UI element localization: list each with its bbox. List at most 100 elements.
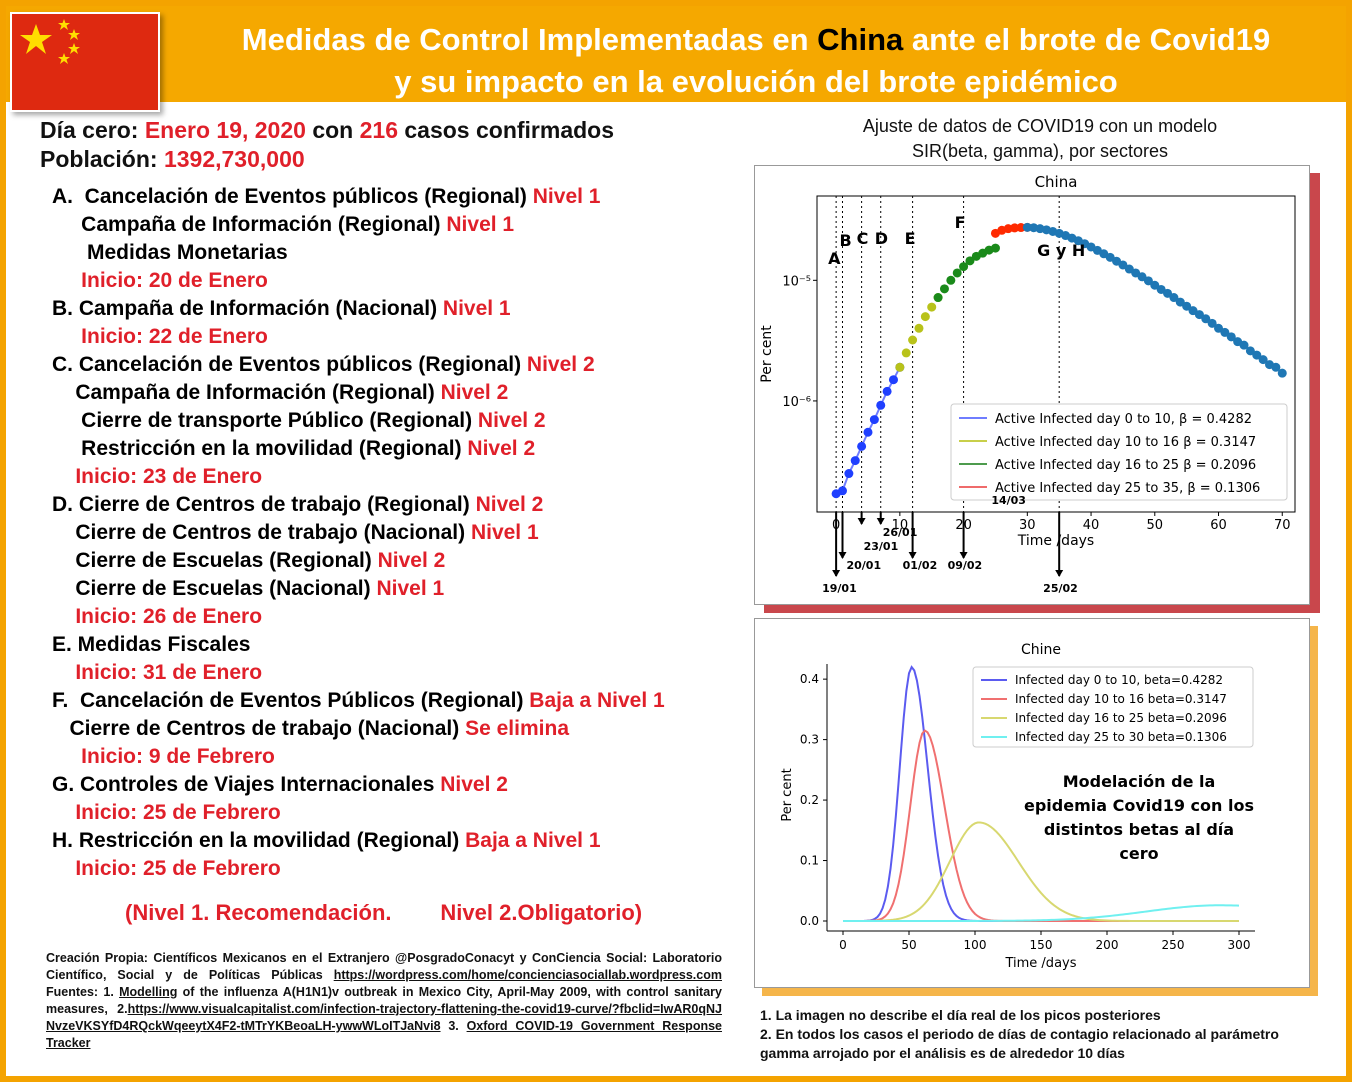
data-point (952, 268, 962, 278)
data-point (1137, 272, 1147, 282)
data-point (1016, 223, 1026, 233)
date-label: 26/01 (883, 526, 918, 539)
legend-entry: Infected day 16 to 25 beta=0.2096 (1015, 711, 1227, 725)
measure-line: Campaña de Información (Regional) Nivel … (52, 213, 515, 236)
date-label: 23/01 (864, 540, 899, 553)
plot-area (816, 195, 1296, 513)
data-point (844, 469, 854, 479)
y-tick-label: 0.3 (800, 733, 819, 747)
legend-entry: Infected day 25 to 30 beta=0.1306 (1015, 730, 1227, 744)
measure-line: Inicio: 31 de Enero (52, 661, 263, 684)
x-axis-label: Time /days (1017, 533, 1094, 549)
link-modelling[interactable]: Modelling (119, 985, 178, 999)
data-point (959, 262, 969, 272)
data-point (939, 284, 949, 294)
measure-line: A. Cancelación de Eventos públicos (Regi… (52, 185, 601, 208)
y-tick-label: 0.1 (800, 854, 819, 868)
marker-label: C (857, 229, 869, 248)
data-point (1207, 318, 1217, 328)
data-point (1220, 327, 1230, 337)
measure-line: Inicio: 9 de Febrero (52, 745, 275, 768)
x-tick-label: 150 (1030, 938, 1053, 952)
footnote-1: 1. La imagen no describe el día real de … (760, 1007, 1161, 1023)
date-arrowhead (832, 570, 841, 577)
data-point (1201, 314, 1211, 324)
data-point (1010, 223, 1020, 233)
data-point (1194, 310, 1204, 320)
flag-stars-icon (20, 19, 80, 64)
data-point (863, 427, 873, 437)
legend-entry: Active Infected day 0 to 10, β = 0.4282 (995, 412, 1252, 427)
date-arrowhead (876, 518, 885, 525)
legend-entry: Active Infected day 16 to 25 β = 0.2096 (995, 458, 1256, 473)
nivel-legend: (Nivel 1. Recomendación. Nivel 2.Obligat… (125, 900, 643, 925)
link-concienciasocial[interactable]: https://wordpress.com/home/concienciasoc… (333, 968, 722, 982)
data-point (1239, 340, 1249, 350)
footnote-2: 2. En todos los casos el periodo de días… (760, 1026, 1279, 1061)
data-point (1226, 332, 1236, 342)
legend-box (972, 666, 1254, 748)
footnotes: 1. La imagen no describe el día real de … (760, 1006, 1320, 1063)
y-tick-label: 0.4 (800, 672, 819, 686)
data-point (876, 400, 886, 410)
y-tick-label: 10⁻⁵ (782, 274, 811, 289)
chart-title: Chine (1021, 642, 1061, 658)
legend-entry: Infected day 10 to 16 beta=0.3147 (1015, 692, 1227, 706)
model-curve (843, 904, 1240, 922)
x-tick-label: 300 (1228, 938, 1251, 952)
data-point (1252, 350, 1262, 360)
data-point (901, 348, 911, 358)
marker-label: E (905, 229, 916, 248)
data-point (1169, 293, 1179, 303)
measure-line: Inicio: 20 de Enero (52, 269, 268, 292)
data-point (857, 441, 867, 451)
measure-line: Inicio: 25 de Febrero (52, 801, 281, 824)
chart-caption: Ajuste de datos de COVID19 con un modelo… (862, 116, 1218, 161)
link-visualcapitalist[interactable]: https://www.visualcapitalist.com/infecti… (46, 1002, 722, 1033)
marker-label: A (828, 249, 841, 268)
data-point (882, 386, 892, 396)
measure-line: E. Medidas Fiscales (52, 633, 251, 656)
title-banner: Medidas de Control Implementadas en Chin… (6, 6, 1346, 102)
measure-line: Cierre de Escuelas (Nacional) Nivel 1 (52, 577, 445, 600)
link-oxford-tracker[interactable]: Oxford COVID-19 Government Response Trac… (46, 1019, 722, 1050)
data-point (908, 335, 918, 345)
x-tick-label: 70 (1274, 518, 1291, 533)
data-point (933, 293, 943, 303)
legend-box (950, 403, 1288, 501)
date-label: 25/02 (1043, 582, 1078, 595)
model-curve (842, 821, 1239, 922)
data-point (1150, 280, 1160, 290)
x-tick-label: 100 (964, 938, 987, 952)
china-flag (10, 12, 160, 112)
measure-line: D. Cierre de Centros de trabajo (Regiona… (52, 493, 544, 516)
data-point (1118, 260, 1128, 270)
data-point (990, 243, 1000, 253)
measure-line: Cierre de Centros de trabajo (Nacional) … (52, 717, 570, 740)
measure-line: Medidas Monetarias (52, 241, 288, 264)
x-tick-label: 50 (1147, 518, 1164, 533)
data-point (869, 415, 879, 425)
title-line-2: y su impacto en la evolución del brote e… (394, 64, 1118, 99)
dia-cero-line: Día cero: Enero 19, 2020 con 216 casos c… (40, 117, 615, 143)
data-point (1277, 368, 1287, 378)
x-tick-label: 10 (892, 518, 909, 533)
annotation-line: epidemia Covid19 con los (1024, 796, 1254, 815)
measure-line: Cierre de transporte Público (Regional) … (52, 409, 546, 432)
measure-line: Cierre de Escuelas (Regional) Nivel 2 (52, 549, 446, 572)
marker-label: F (955, 213, 966, 232)
x-tick-label: 0 (839, 938, 847, 952)
date-label: 20/01 (846, 559, 881, 572)
measure-line: B. Campaña de Información (Nacional) Niv… (52, 297, 511, 320)
data-point (1214, 323, 1224, 333)
x-axis-label: Time /days (1004, 956, 1076, 971)
legend-entry: Active Infected day 10 to 16 β = 0.3147 (995, 435, 1256, 450)
measure-line: Inicio: 25 de Febrero (52, 857, 281, 880)
poblacion-line: Población: 1392,730,000 (40, 146, 305, 172)
date-arrowhead (1055, 570, 1064, 577)
title-line-1: Medidas de Control Implementadas en Chin… (241, 22, 1271, 57)
data-point (1245, 346, 1255, 356)
measure-line: Inicio: 22 de Enero (52, 325, 268, 348)
measure-line: C. Cancelación de Eventos públicos (Regi… (52, 353, 595, 376)
